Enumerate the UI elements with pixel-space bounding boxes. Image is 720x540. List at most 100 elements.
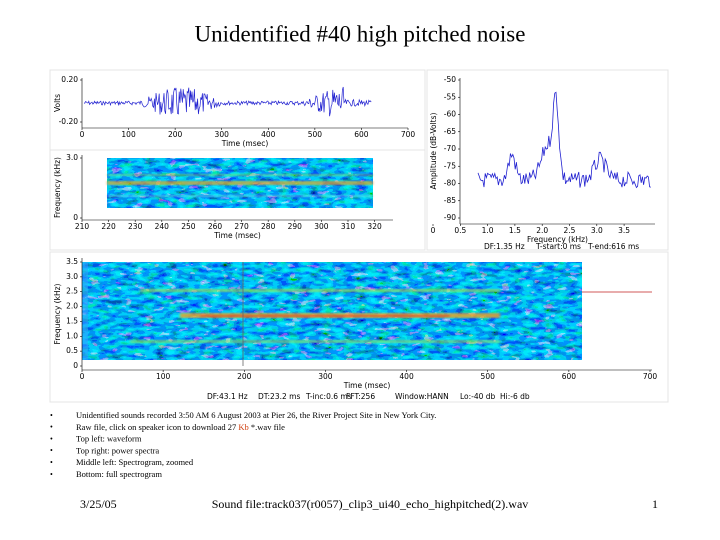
x-tick-label: 2.0	[536, 226, 548, 235]
spectrogram-band	[200, 315, 450, 317]
x-tick-label: 700	[643, 372, 658, 381]
spectrum-info: T-end:616 ms	[587, 242, 639, 251]
x-tick-label: 250	[181, 222, 196, 231]
y-tick-label: 1.0	[66, 331, 78, 340]
bullet-text: Top left: waveform	[76, 434, 142, 444]
frame	[49, 251, 669, 403]
waveform-trace	[83, 86, 372, 117]
y-tick-label: 2.5	[66, 287, 78, 296]
x-tick-label: 1.0	[482, 226, 494, 235]
x-tick-label: 500	[308, 130, 323, 139]
spectrogram-band	[107, 181, 373, 185]
x-tick-label: 0	[80, 372, 85, 381]
x-tick-label: 290	[288, 222, 303, 231]
x-tick-label: 300	[215, 130, 230, 139]
x-axis-label: Time (msec)	[221, 139, 269, 148]
y-tick-label: -90	[444, 213, 456, 222]
footer-file: Sound file:track037(r0057)_clip3_ui40_ec…	[212, 497, 529, 511]
slide-title: Unidentified #40 high pitched noise	[195, 21, 526, 46]
x-tick-label: 400	[261, 130, 276, 139]
x-tick-label: 200	[237, 372, 252, 381]
x-tick-label: 220	[101, 222, 116, 231]
bullet-dot: •	[50, 458, 53, 467]
bullet-part: Raw file, click on speaker icon to downl…	[76, 422, 238, 432]
zoomed-spectrogram-image	[107, 158, 373, 208]
x-tick-label: 0	[431, 226, 436, 235]
spectrogram-band	[107, 174, 373, 176]
bullet-text: Middle left: Spectrogram, zoomed	[76, 457, 194, 467]
spectrogram-edge	[82, 262, 88, 360]
spectrogram-info: Window:HANN	[395, 392, 449, 401]
bullet-text: Raw file, click on speaker icon to downl…	[76, 422, 285, 432]
frame	[49, 149, 426, 251]
x-tick-label: 600	[562, 372, 577, 381]
x-tick-label: 1.5	[509, 226, 521, 235]
footer-date: 3/25/05	[80, 497, 117, 511]
x-tick-label: 280	[261, 222, 276, 231]
y-axis-label: Amplitude (dB-Volts)	[429, 112, 438, 189]
spectrogram-info: T-inc:0.6 ms	[305, 392, 352, 401]
spectrogram-band	[140, 289, 500, 292]
frame	[49, 69, 426, 151]
y-tick-label: -55	[444, 92, 456, 101]
x-tick-label: 320	[367, 222, 382, 231]
spectrogram-info: DT:23.2 ms	[258, 392, 300, 401]
spectrum-info: DF:1.35 Hz	[484, 242, 525, 251]
bullet-dot: •	[50, 446, 53, 455]
y-tick-label: -85	[444, 196, 456, 205]
y-tick-label: -0.20	[59, 117, 79, 126]
x-tick-label: 700	[401, 130, 416, 139]
y-tick-label: -65	[444, 127, 456, 136]
y-tick-label: -60	[444, 110, 456, 119]
x-tick-label: 3.0	[591, 226, 603, 235]
y-tick-label: -70	[444, 144, 456, 153]
y-tick-label: 2.0	[66, 302, 78, 311]
bullet-part: *.wav file	[249, 422, 285, 432]
x-tick-label: 0.5	[454, 226, 466, 235]
x-tick-label: 230	[128, 222, 143, 231]
x-tick-label: 270	[234, 222, 249, 231]
y-tick-label: 0.5	[66, 346, 78, 355]
y-axis-label: Frequency (kHz)	[53, 157, 62, 218]
x-axis-label: Time (msec)	[213, 231, 261, 240]
spectrogram-info: Hi:-6 db	[500, 392, 530, 401]
full-spectrogram-image	[82, 262, 652, 366]
x-tick-label: 210	[75, 222, 90, 231]
y-tick-label: 1.5	[66, 316, 78, 325]
x-tick-label: 260	[208, 222, 223, 231]
x-tick-label: 200	[168, 130, 183, 139]
x-tick-label: 2.5	[564, 226, 576, 235]
x-tick-label: 600	[354, 130, 369, 139]
y-tick-label: -50	[444, 75, 456, 84]
x-axis-label: Frequency (kHz)	[527, 235, 588, 244]
frame	[426, 69, 669, 251]
y-tick-label: 0.20	[61, 75, 78, 84]
x-axis-label: Time (msec)	[343, 381, 391, 390]
spectrogram-info: DF:43.1 Hz	[207, 392, 248, 401]
y-tick-label: 0	[73, 213, 78, 222]
x-tick-label: 100	[156, 372, 171, 381]
bullet-dot: •	[50, 470, 53, 479]
spectrum-info: T-start:0 ms	[535, 242, 581, 251]
x-tick-label: 300	[314, 222, 329, 231]
x-tick-label: 300	[318, 372, 333, 381]
x-tick-label: 310	[341, 222, 356, 231]
bullet-text: Unidentified sounds recorded 3:50 AM 6 A…	[76, 410, 436, 420]
y-tick-label: -75	[444, 161, 456, 170]
x-tick-label: 400	[399, 372, 414, 381]
x-tick-label: 100	[121, 130, 136, 139]
x-tick-label: 0	[80, 130, 85, 139]
y-axis-label: Volts	[53, 94, 62, 112]
y-tick-label: 3.5	[66, 257, 78, 266]
bullet-dot: •	[50, 434, 53, 443]
y-tick-label: -80	[444, 179, 456, 188]
y-tick-label: 0	[73, 361, 78, 370]
bullet-dot: •	[50, 423, 53, 432]
bullet-text: Top right: power spectra	[76, 445, 159, 455]
spectrogram-info: Lo:-40 db	[460, 392, 496, 401]
footer-page: 1	[652, 497, 658, 511]
spectrogram-noise	[82, 262, 582, 360]
spectrogram-band	[130, 340, 500, 343]
spectrogram-info: FFT:256	[346, 392, 375, 401]
